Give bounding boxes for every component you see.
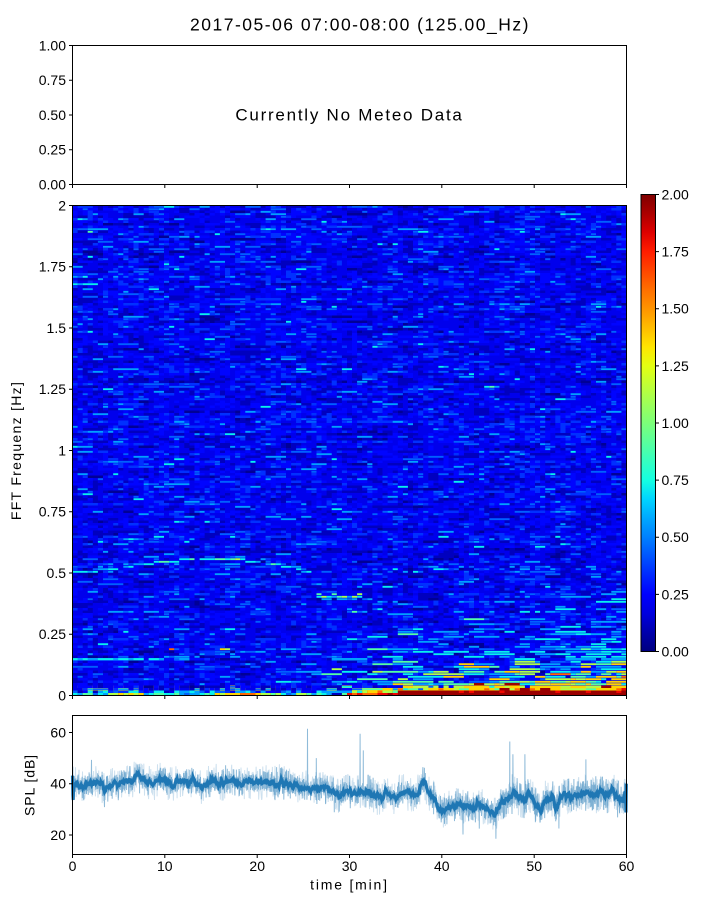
- svg-text:0.00: 0.00: [662, 643, 689, 659]
- svg-text:50: 50: [526, 858, 542, 874]
- svg-text:1.5: 1.5: [47, 320, 67, 336]
- svg-text:0: 0: [58, 687, 66, 703]
- svg-text:0.50: 0.50: [39, 107, 66, 123]
- svg-text:1: 1: [58, 442, 66, 458]
- svg-text:2.00: 2.00: [662, 186, 689, 202]
- svg-text:0.25: 0.25: [662, 586, 689, 602]
- svg-text:1.00: 1.00: [39, 37, 66, 53]
- svg-text:20: 20: [50, 827, 66, 843]
- svg-text:0.75: 0.75: [39, 504, 66, 520]
- svg-text:1.00: 1.00: [662, 415, 689, 431]
- svg-text:40: 40: [434, 858, 450, 874]
- svg-text:Currently No Meteo Data: Currently No Meteo Data: [235, 106, 463, 125]
- svg-text:2: 2: [58, 197, 66, 213]
- svg-text:1.50: 1.50: [662, 301, 689, 317]
- svg-text:60: 60: [50, 724, 66, 740]
- svg-text:0: 0: [69, 858, 77, 874]
- svg-text:0.25: 0.25: [39, 142, 66, 158]
- svg-text:0.25: 0.25: [39, 626, 66, 642]
- svg-text:SPL [dB]: SPL [dB]: [22, 754, 38, 816]
- svg-text:30: 30: [342, 858, 358, 874]
- svg-text:20: 20: [249, 858, 265, 874]
- svg-text:1.25: 1.25: [662, 358, 689, 374]
- svg-text:0.5: 0.5: [47, 565, 67, 581]
- svg-text:0.00: 0.00: [39, 176, 66, 192]
- svg-text:0.75: 0.75: [662, 472, 689, 488]
- svg-text:60: 60: [619, 858, 635, 874]
- svg-text:2017-05-06 07:00-08:00 (125.00: 2017-05-06 07:00-08:00 (125.00_Hz): [190, 15, 530, 36]
- svg-text:time [min]: time [min]: [310, 877, 389, 893]
- svg-text:10: 10: [157, 858, 173, 874]
- svg-text:1.25: 1.25: [39, 381, 66, 397]
- svg-text:1.75: 1.75: [662, 244, 689, 260]
- svg-text:40: 40: [50, 776, 66, 792]
- svg-text:1.75: 1.75: [39, 259, 66, 275]
- svg-text:0.50: 0.50: [662, 529, 689, 545]
- svg-text:FFT Frequenz [Hz]: FFT Frequenz [Hz]: [8, 381, 24, 520]
- svg-text:0.75: 0.75: [39, 72, 66, 88]
